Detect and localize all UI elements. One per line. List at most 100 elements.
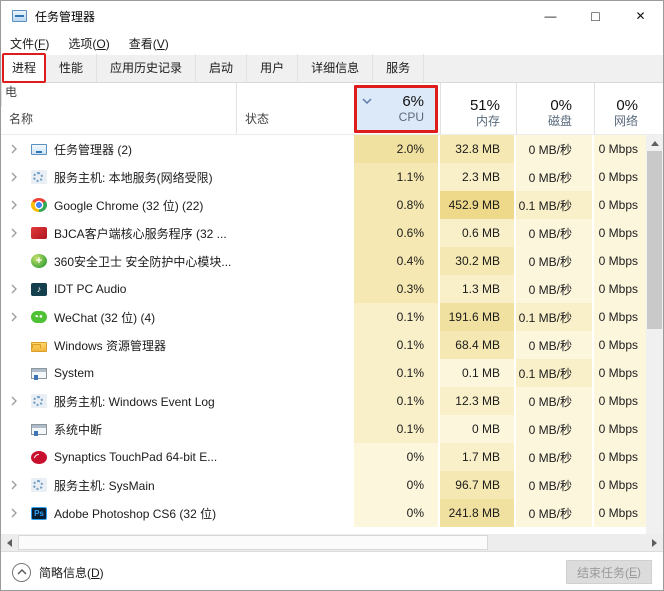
memory-cell: 1.7 MB — [440, 443, 514, 471]
table-row[interactable]: Adobe Photoshop CS6 (32 位) 0% 241.8 MB 0… — [1, 499, 663, 527]
menu-options-close: ) — [105, 36, 110, 51]
column-header-disk[interactable]: 0% 磁盘 — [516, 83, 592, 134]
name-cell: Google Chrome (32 位) (22) — [1, 191, 236, 219]
table-row[interactable]: Windows 资源管理器 0.1% 68.4 MB 0 MB/秒 0 Mbps — [1, 331, 663, 359]
table-row[interactable]: WeChat (32 位) (4) 0.1% 191.6 MB 0.1 MB/秒… — [1, 303, 663, 331]
network-cell: 0 Mbps — [594, 163, 646, 191]
cpu-header-label: CPU — [398, 110, 424, 124]
synaptics-icon — [31, 450, 47, 464]
cpu-cell: 0.1% — [354, 415, 438, 443]
sort-chevron-icon — [362, 93, 372, 107]
vertical-scroll-thumb[interactable] — [647, 151, 662, 329]
cpu-cell: 0% — [354, 499, 438, 527]
table-row[interactable]: Synaptics TouchPad 64-bit E... 0% 1.7 MB… — [1, 443, 663, 471]
summary-close: ) — [99, 565, 104, 580]
column-header-memory[interactable]: 51% 内存 — [440, 83, 514, 134]
expand-chevron-icon[interactable] — [5, 508, 23, 518]
chrome-icon — [31, 198, 47, 212]
disk-total-pct: 0% — [550, 97, 572, 114]
memory-cell: 452.9 MB — [440, 191, 514, 219]
menu-view[interactable]: 查看(V) — [129, 35, 169, 52]
table-row[interactable]: 服务主机: 本地服务(网络受限) 1.1% 2.3 MB 0 MB/秒 0 Mb… — [1, 163, 663, 191]
network-cell: 0 Mbps — [594, 415, 646, 443]
tab-performance[interactable]: 性能 — [46, 54, 98, 82]
table-row[interactable]: 服务主机: Windows Event Log 0.1% 12.3 MB 0 M… — [1, 387, 663, 415]
menubar: 文件(F) 选项(O) 查看(V) — [1, 31, 663, 55]
memory-cell: 68.4 MB — [440, 331, 514, 359]
column-header-network[interactable]: 0% 网络 — [594, 83, 646, 134]
end-task-accel: E — [628, 565, 637, 579]
collapse-details-icon[interactable] — [12, 562, 31, 582]
table-row[interactable]: System 0.1% 0.1 MB 0.1 MB/秒 0 Mbps — [1, 359, 663, 387]
summary-text: 简略信息( — [39, 565, 91, 580]
minimize-button[interactable]: — — [544, 9, 557, 23]
cpu-cell: 0% — [354, 443, 438, 471]
tab-processes[interactable]: 进程 — [2, 53, 47, 83]
tab-app-history[interactable]: 应用历史记录 — [97, 54, 197, 82]
table-row[interactable]: 任务管理器 (2) 2.0% 32.8 MB 0 MB/秒 0 Mbps — [1, 135, 663, 163]
disk-cell: 0 MB/秒 — [516, 247, 592, 275]
scroll-right-icon[interactable] — [646, 534, 663, 551]
expand-chevron-icon[interactable] — [5, 144, 23, 154]
app-icon — [12, 10, 27, 22]
memory-cell: 30.2 MB — [440, 247, 514, 275]
taskmgr-icon — [31, 143, 47, 155]
process-name: Google Chrome (32 位) (22) — [54, 198, 204, 213]
column-header-power-partial[interactable]: 电 — [1, 83, 18, 107]
cpu-cell: 0.8% — [354, 191, 438, 219]
process-name: Windows 资源管理器 — [54, 338, 167, 353]
menu-file[interactable]: 文件(F) — [10, 35, 49, 52]
system-icon — [31, 367, 47, 380]
expand-chevron-icon[interactable] — [5, 228, 23, 238]
menu-options[interactable]: 选项(O) — [68, 35, 109, 52]
expand-chevron-icon[interactable] — [5, 172, 23, 182]
network-cell: 0 Mbps — [594, 191, 646, 219]
column-header-cpu[interactable]: 6% CPU — [354, 85, 438, 133]
horizontal-scroll-thumb[interactable] — [18, 535, 488, 550]
process-name: Adobe Photoshop CS6 (32 位) — [54, 506, 217, 521]
table-row[interactable]: 服务主机: SysMain 0% 96.7 MB 0 MB/秒 0 Mbps — [1, 471, 663, 499]
menu-file-text: 文件( — [10, 36, 38, 51]
table-row[interactable]: 360安全卫士 安全防护中心模块... 0.4% 30.2 MB 0 MB/秒 … — [1, 247, 663, 275]
name-cell: IDT PC Audio — [1, 275, 236, 303]
column-header-status[interactable]: 状态 — [236, 83, 269, 134]
disk-cell: 0.1 MB/秒 — [516, 303, 592, 331]
table-row[interactable]: BJCA客户端核心服务程序 (32 ... 0.6% 0.6 MB 0 MB/秒… — [1, 219, 663, 247]
scroll-up-icon[interactable] — [646, 135, 663, 151]
expand-chevron-icon[interactable] — [5, 200, 23, 210]
network-cell: 0 Mbps — [594, 471, 646, 499]
end-task-button[interactable]: 结束任务(E) — [565, 560, 652, 584]
expand-chevron-icon[interactable] — [5, 312, 23, 322]
name-cell: 系统中断 — [1, 415, 236, 443]
folder-icon — [31, 341, 47, 352]
tab-services[interactable]: 服务 — [373, 54, 425, 82]
expand-chevron-icon[interactable] — [5, 480, 23, 490]
expand-chevron-icon[interactable] — [5, 396, 23, 406]
expand-chevron-icon[interactable] — [5, 284, 23, 294]
memory-cell: 0.1 MB — [440, 359, 514, 387]
gear-icon — [31, 478, 47, 492]
summary-toggle[interactable]: 简略信息(D) — [39, 564, 104, 581]
window-title: 任务管理器 — [35, 9, 96, 24]
close-button[interactable]: ✕ — [635, 9, 646, 23]
tabbar: 进程 性能 应用历史记录 启动 用户 详细信息 服务 — [1, 53, 663, 83]
menu-file-accel: F — [38, 36, 46, 51]
tab-details[interactable]: 详细信息 — [298, 54, 374, 82]
scroll-left-icon[interactable] — [1, 534, 18, 551]
tab-users[interactable]: 用户 — [247, 54, 299, 82]
horizontal-scrollbar[interactable] — [1, 534, 663, 551]
table-row[interactable]: 系统中断 0.1% 0 MB 0 MB/秒 0 Mbps — [1, 415, 663, 443]
maximize-button[interactable]: □ — [591, 8, 600, 24]
memory-cell: 191.6 MB — [440, 303, 514, 331]
vertical-scrollbar[interactable] — [646, 135, 663, 534]
table-row[interactable]: Google Chrome (32 位) (22) 0.8% 452.9 MB … — [1, 191, 663, 219]
disk-cell: 0 MB/秒 — [516, 219, 592, 247]
disk-cell: 0 MB/秒 — [516, 135, 592, 163]
column-header-name[interactable]: 名称 — [9, 112, 34, 126]
table-row[interactable]: IDT PC Audio 0.3% 1.3 MB 0 MB/秒 0 Mbps — [1, 275, 663, 303]
network-cell: 0 Mbps — [594, 331, 646, 359]
menu-options-text: 选项( — [68, 36, 97, 51]
tab-startup[interactable]: 启动 — [196, 54, 248, 82]
cpu-cell: 0% — [354, 471, 438, 499]
